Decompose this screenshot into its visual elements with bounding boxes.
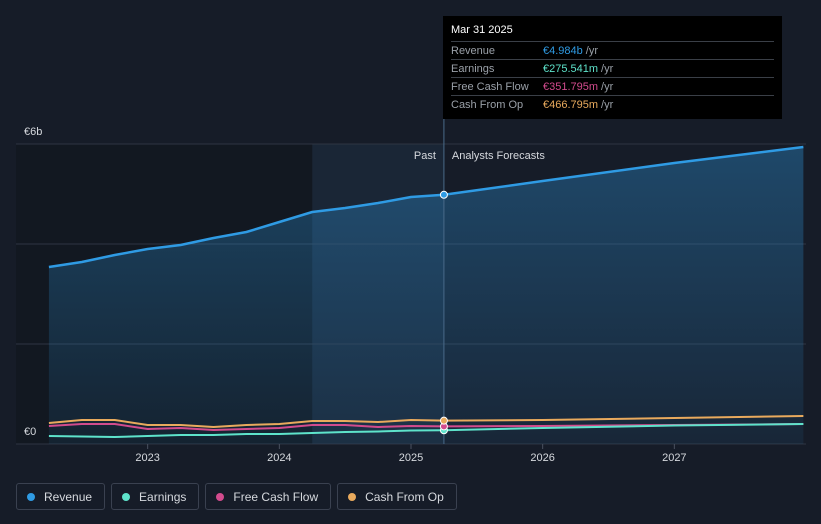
legend-dot xyxy=(27,492,35,501)
y-tick-label: €6b xyxy=(24,126,42,138)
legend-label: Free Cash Flow xyxy=(233,489,319,504)
tooltip-title: Mar 31 2025 xyxy=(451,24,513,36)
x-tick-label: 2026 xyxy=(530,452,554,464)
series-line xyxy=(48,145,804,269)
legend-dot xyxy=(216,492,225,501)
tooltip-row: Revenue €4.984b/yr xyxy=(451,41,774,59)
past-label: Past xyxy=(414,150,436,162)
series-line xyxy=(48,423,804,438)
tooltip-value: €4.984b xyxy=(543,44,583,57)
tooltip-value: €351.795m xyxy=(543,80,599,93)
tooltip-value: €466.795m xyxy=(543,98,599,111)
hover-dot xyxy=(439,190,448,199)
legend: Revenue Earnings Free Cash Flow Cash From O… xyxy=(16,483,457,510)
revenue-area xyxy=(48,147,804,444)
legend-label: Cash From Op xyxy=(365,489,444,504)
x-tick-label: 2024 xyxy=(267,452,291,464)
forecast-label: Analysts Forecasts xyxy=(452,150,545,162)
legend-item[interactable]: Earnings xyxy=(111,483,200,510)
legend-item[interactable]: Cash From Op xyxy=(337,483,457,510)
hover-dot xyxy=(439,416,448,425)
legend-dot xyxy=(122,492,131,501)
series-line xyxy=(48,415,804,428)
tooltip-row: Free Cash Flow €351.795m/yr xyxy=(451,77,774,95)
tooltip-name: Free Cash Flow xyxy=(451,80,529,93)
tooltip-name: Revenue xyxy=(451,44,496,57)
tooltip-name: Cash From Op xyxy=(451,98,524,111)
tooltip-unit: /yr xyxy=(601,62,614,75)
tooltip-row: Cash From Op €466.795m/yr xyxy=(451,95,774,113)
legend-item[interactable]: Revenue xyxy=(16,483,106,510)
tooltip-value: €275.541m xyxy=(543,62,599,75)
tooltip-unit: /yr xyxy=(601,80,614,93)
tooltip: Mar 31 2025 Revenue €4.984b/yr Earnings €27… xyxy=(443,16,782,119)
legend-label: Earnings xyxy=(139,489,187,504)
x-tick-label: 2027 xyxy=(662,452,686,464)
tooltip-name: Earnings xyxy=(451,62,495,75)
legend-label: Revenue xyxy=(44,489,93,504)
tooltip-unit: /yr xyxy=(585,44,598,57)
tooltip-unit: /yr xyxy=(601,98,614,111)
x-tick-label: 2025 xyxy=(399,452,423,464)
tooltip-row: Earnings €275.541m/yr xyxy=(451,59,774,77)
series-line xyxy=(48,423,804,431)
legend-item[interactable]: Free Cash Flow xyxy=(205,483,332,510)
x-tick-label: 2023 xyxy=(135,452,159,464)
y-tick-label: €0 xyxy=(24,426,36,438)
legend-dot xyxy=(348,492,357,501)
